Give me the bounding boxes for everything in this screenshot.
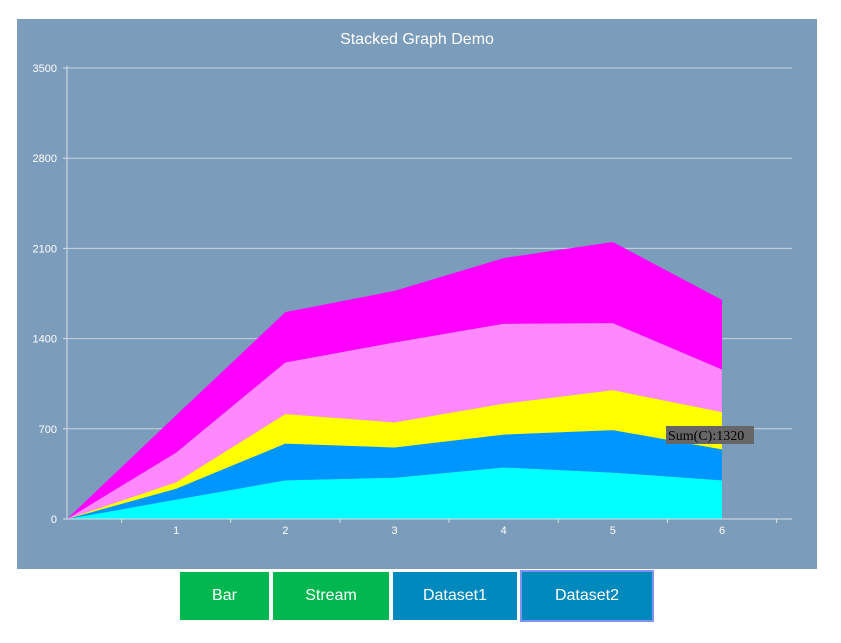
x-tick-label: 5 <box>610 525 616 537</box>
area-series-3 <box>67 390 722 519</box>
y-tick-label: 700 <box>39 424 57 436</box>
y-tick-label: 0 <box>51 514 57 526</box>
x-tick-label: 1 <box>173 525 179 537</box>
tooltip-text: Sum(C):1320 <box>668 429 744 444</box>
dataset2-button[interactable]: Dataset2 <box>520 570 654 622</box>
bar-button[interactable]: Bar <box>180 572 269 620</box>
y-tick-label: 2100 <box>33 243 57 255</box>
y-tick-label: 2800 <box>33 153 57 165</box>
chart-panel: Stacked Graph Demo 0 700 1400 2100 2800 3500 1… <box>17 19 817 569</box>
axes: 0 700 1400 2100 2800 3500 1 2 3 4 5 6 <box>33 63 792 537</box>
y-tick-label: 1400 <box>33 334 57 346</box>
tooltip: Sum(C):1320 <box>666 426 754 444</box>
x-tick-label: 2 <box>282 525 288 537</box>
x-tick-label: 3 <box>391 525 397 537</box>
area-series-2 <box>67 430 722 519</box>
button-row: Bar Stream Dataset1 Dataset2 <box>180 570 657 622</box>
stacked-area-chart: Stacked Graph Demo 0 700 1400 2100 2800 3500 1… <box>17 19 817 569</box>
x-tick-label: 6 <box>719 525 725 537</box>
area-series-5 <box>67 241 722 519</box>
area-series <box>67 241 722 519</box>
chart-title: Stacked Graph Demo <box>340 31 494 48</box>
x-tick-label: 4 <box>501 525 507 537</box>
area-series-1 <box>67 467 722 519</box>
area-series-4 <box>67 323 722 519</box>
y-tick-label: 3500 <box>33 63 57 75</box>
dataset1-button[interactable]: Dataset1 <box>393 572 517 620</box>
stream-button[interactable]: Stream <box>273 572 389 620</box>
tooltip-box <box>666 426 754 444</box>
